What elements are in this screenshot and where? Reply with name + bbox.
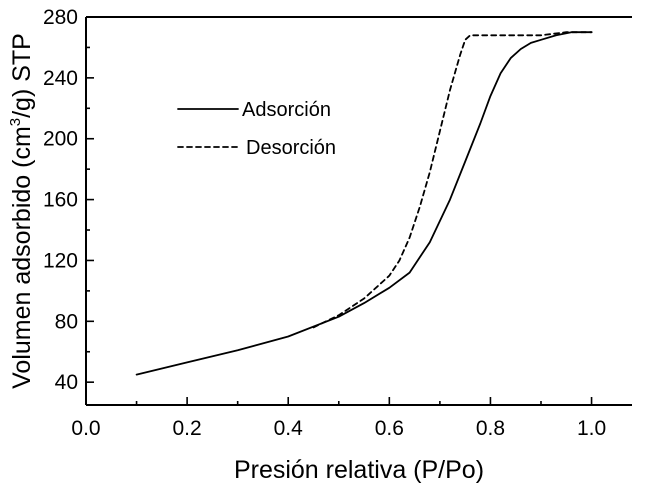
y-axis-title: Volumen adsorbido (cm3/g) STP [7, 33, 36, 389]
series-adsorcion-line [135, 31, 593, 376]
legend: Adsorción Desorción [177, 99, 336, 159]
y-tick-label: 80 [55, 310, 78, 333]
y-tick-label: 240 [43, 67, 78, 90]
y-tick-label: 120 [43, 249, 78, 272]
x-ticks: 0.0 0.2 0.4 0.6 0.8 1.0 [71, 397, 606, 440]
y-ticks: 40 80 120 160 200 240 280 [43, 6, 94, 394]
x-tick-label: 1.0 [577, 417, 606, 440]
y-tick-label: 280 [43, 6, 78, 29]
x-tick-label: 0.4 [274, 417, 304, 440]
series-layer [135, 31, 593, 376]
y-axis-title-main: Volumen adsorbido (cm [8, 126, 36, 389]
y-axis-title-superscript: 3 [7, 118, 24, 126]
x-tick-label: 0.2 [173, 417, 202, 440]
y-tick-label: 160 [43, 189, 78, 212]
legend-label-desorcion: Desorción [246, 137, 336, 159]
series-desorcion-line [312, 31, 593, 329]
y-tick-label: 200 [43, 128, 78, 151]
x-tick-label: 0.0 [71, 417, 100, 440]
legend-label-adsorcion: Adsorción [242, 99, 331, 121]
y-axis-title-tail: /g) STP [8, 33, 36, 118]
x-axis-title: Presión relativa (P/Po) [234, 456, 484, 484]
y-tick-label: 40 [55, 371, 78, 394]
x-tick-label: 0.6 [375, 417, 404, 440]
axes [85, 16, 632, 406]
x-tick-label: 0.8 [476, 417, 505, 440]
